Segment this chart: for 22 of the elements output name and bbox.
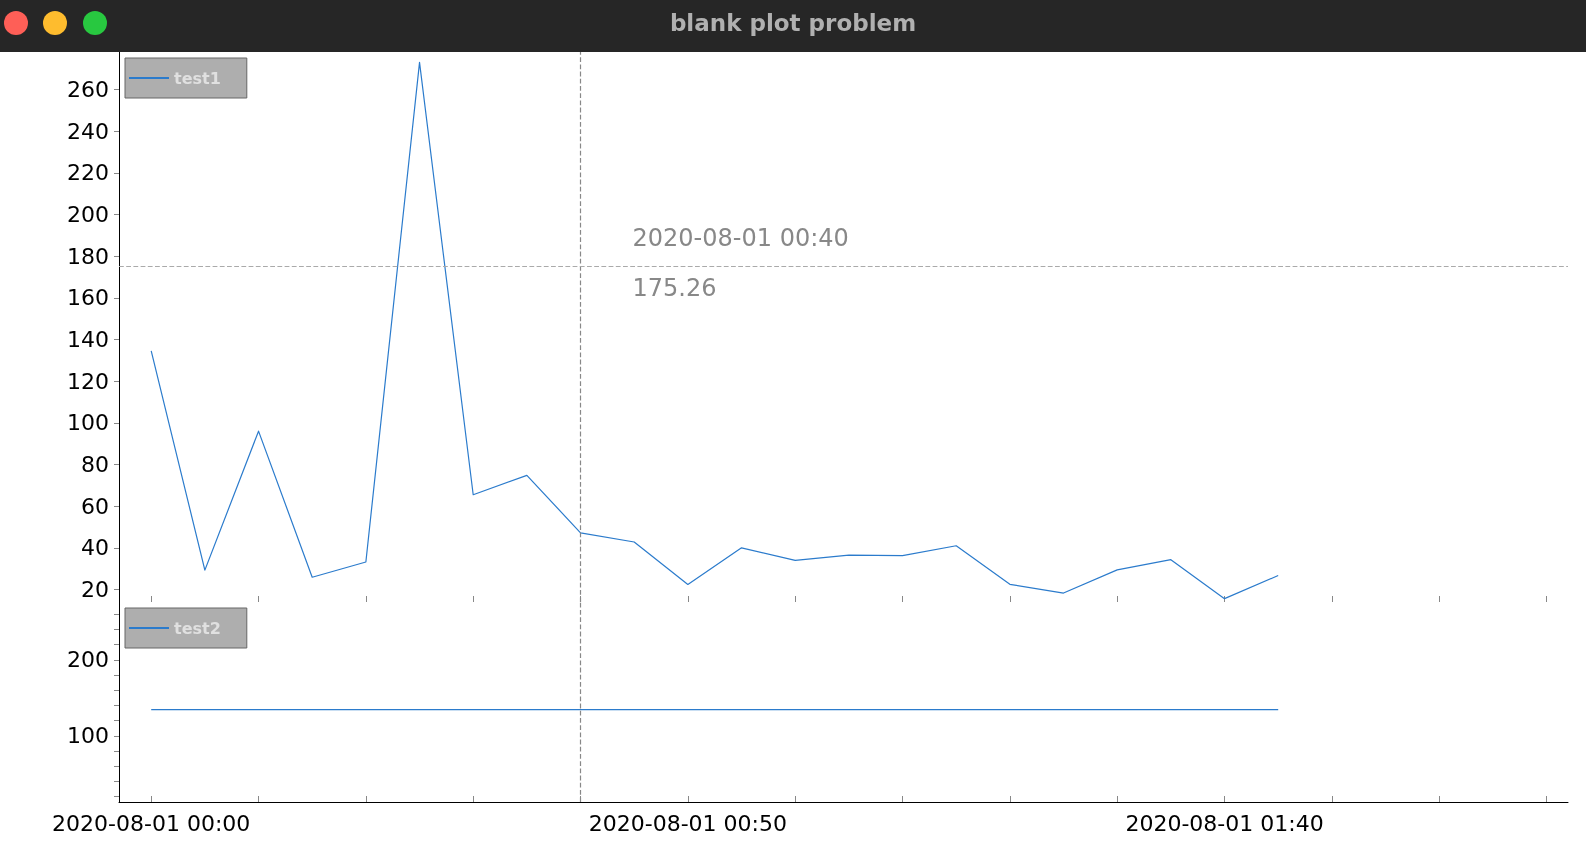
chart-title: blank plot problem (668, 9, 918, 38)
y-tick-label: 120 (67, 368, 109, 394)
line-series (150, 61, 1279, 600)
y-tick-label: 240 (67, 118, 109, 144)
y-tick-label: 180 (67, 243, 109, 269)
y-tick-label: 100 (67, 410, 109, 436)
y-tick-label: 140 (67, 327, 109, 352)
y-tick-label: 80 (81, 452, 109, 477)
y-tick-label: 200 (67, 647, 109, 673)
y-tick-label: 60 (81, 493, 109, 519)
y-tick-label: 160 (67, 285, 109, 311)
ref-line-label: 2020-08-01 00:40 (632, 224, 849, 253)
y-tick-label: 100 (67, 723, 109, 749)
x-tick-label: 2020-08-01 00:00 (52, 810, 251, 836)
x-tick-label: 2020-08-01 00:50 (588, 810, 787, 836)
y-tick-label: 40 (81, 535, 109, 561)
x-tick-label: 2020-08-01 01:40 (1125, 810, 1324, 836)
y-tick-label: 200 (67, 202, 109, 227)
y-tick-label: 20 (81, 577, 109, 602)
y-tick-label: 220 (67, 160, 109, 186)
y-tick-label: 260 (67, 77, 109, 102)
ref-line-label: 175.26 (632, 274, 717, 303)
